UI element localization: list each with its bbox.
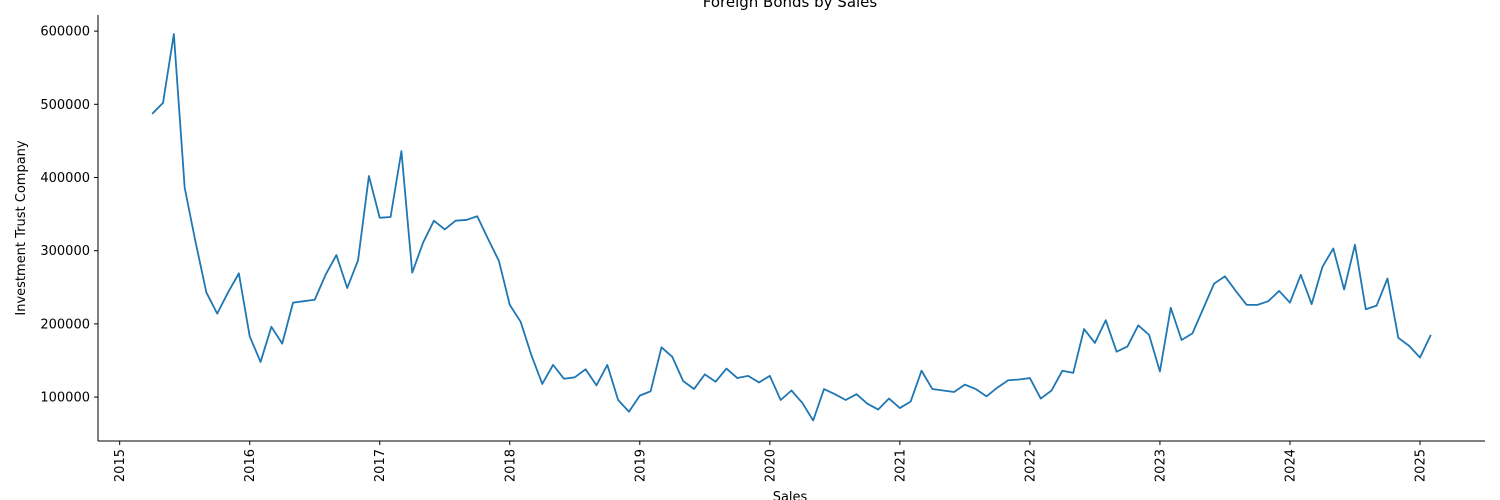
x-axis-ticks: 2015 2016 2017 2018 2019 2020 2021 2022 2023 2024… bbox=[113, 441, 1428, 482]
x-tick-label: 2025 bbox=[1413, 449, 1428, 482]
x-tick-label: 2017 bbox=[373, 449, 388, 482]
y-axis-title: Investment Trust Company bbox=[14, 140, 29, 316]
x-tick-label: 2018 bbox=[503, 449, 518, 482]
y-tick-label: 100000 bbox=[40, 391, 90, 406]
x-tick-label: 2024 bbox=[1283, 449, 1298, 482]
axes bbox=[97, 15, 1485, 442]
x-tick-label: 2023 bbox=[1153, 449, 1168, 482]
x-tick-label: 2021 bbox=[893, 449, 908, 482]
x-tick-label: 2019 bbox=[633, 449, 648, 482]
y-tick-label: 500000 bbox=[40, 98, 90, 113]
series-line bbox=[151, 33, 1432, 422]
x-tick-label: 2020 bbox=[763, 449, 778, 482]
x-tick-label: 2015 bbox=[113, 449, 128, 482]
x-axis-title: Sales bbox=[773, 490, 808, 500]
x-tick-label: 2016 bbox=[243, 449, 258, 482]
chart-title: Foreign Bonds by Sales bbox=[703, 0, 878, 11]
y-tick-label: 400000 bbox=[40, 171, 90, 186]
y-tick-label: 300000 bbox=[40, 244, 90, 259]
y-tick-label: 600000 bbox=[40, 25, 90, 40]
x-tick-label: 2022 bbox=[1023, 449, 1038, 482]
y-tick-label: 200000 bbox=[40, 317, 90, 332]
y-axis-ticks: 100000 200000 300000 400000 500000 600000 bbox=[40, 25, 98, 406]
